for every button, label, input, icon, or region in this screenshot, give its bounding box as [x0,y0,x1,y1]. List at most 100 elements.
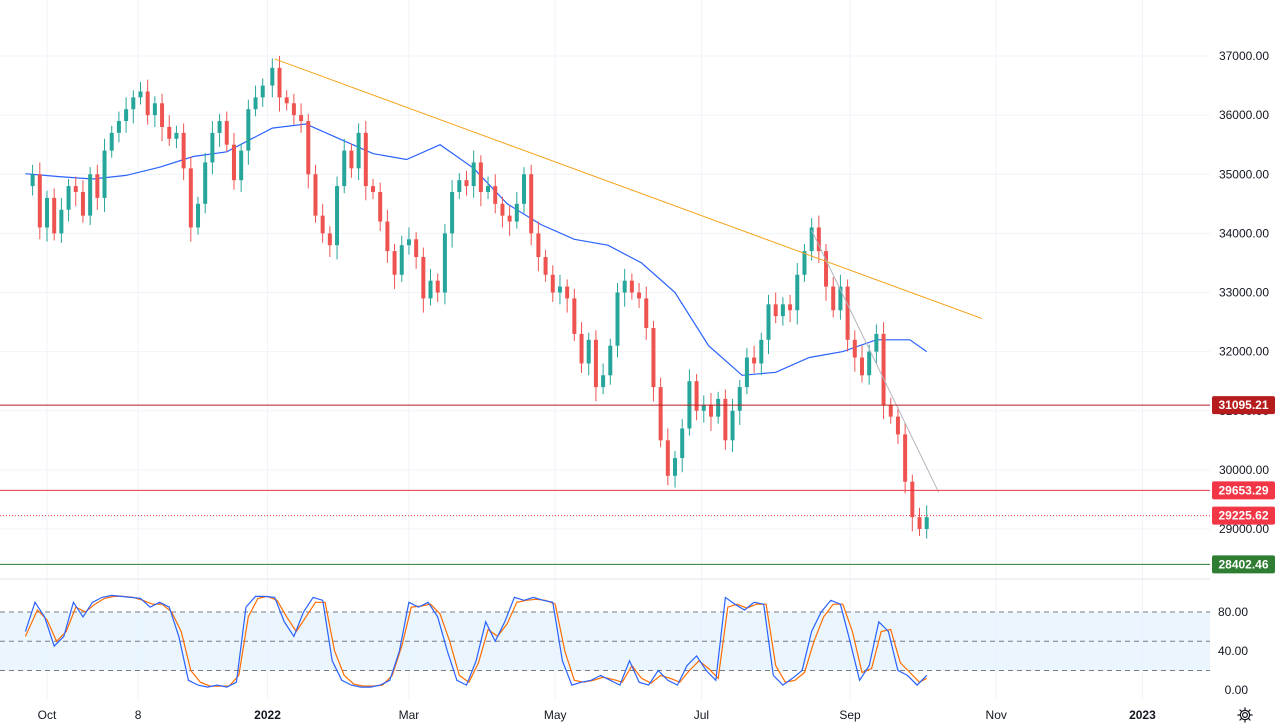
candle-body [131,97,136,110]
candle-body [231,144,236,181]
candle-body [917,517,922,529]
candle-body [637,292,642,299]
time-tick-label: Sep [839,708,861,722]
candle-body [766,304,771,340]
candle-body [924,517,929,529]
candle-body [565,286,570,299]
candle-body [349,150,354,169]
candle-body [802,251,807,275]
candle-body [435,280,440,293]
candle-body [608,345,613,376]
candle-body [486,186,491,192]
candle-body [651,327,656,388]
candle-body [428,280,433,299]
moving-average-line [25,123,928,376]
candle-body [392,251,397,275]
candle-body [795,274,800,311]
candle-body [852,339,857,358]
candle-body [45,197,49,228]
candle-body [780,304,785,317]
steep-downtrend-line [811,230,940,493]
candle-body [270,67,275,86]
candle-body [888,404,893,417]
price-grid [0,0,1210,700]
candle-body [680,428,685,459]
candle-body [385,221,390,252]
price-badge [1212,481,1275,500]
candle-body [378,191,383,222]
candle-body [320,215,325,234]
candlestick-series [30,56,929,539]
candle-body [116,121,121,133]
candle-body [500,203,505,216]
stochastic-tick-label: 40.00 [1218,644,1248,658]
time-tick-label: 2022 [254,708,281,722]
price-badge [1212,396,1275,415]
price-axis[interactable]: 37000.00 36000.00 35000.00 34000.00 33000.00… [1219,49,1269,536]
candle-body [622,280,627,293]
candle-body [37,174,42,228]
price-tick-label: 29000.00 [1219,522,1269,536]
candle-body [160,103,165,127]
candle-body [260,85,265,98]
candle-body [644,298,649,328]
candle-body [572,298,577,334]
time-tick-label: Nov [986,708,1007,722]
candle-body [88,174,93,216]
candle-body [665,440,670,476]
time-axis[interactable]: Oct 8 2022 Mar May Jul Sep Nov 2023 [38,708,1156,722]
stochastic-tick-label: 0.00 [1225,683,1249,697]
candle-body [773,304,778,317]
candle-body [536,233,541,258]
moving-average-layer [25,123,928,376]
candle-body [615,292,620,346]
candle-body [586,339,591,364]
chart-settings-button[interactable] [1234,704,1256,726]
candle-body [759,339,764,364]
price-badge-label: 29225.62 [1218,509,1268,523]
time-tick-label: Mar [399,708,420,722]
price-tick-label: 36000.00 [1219,108,1269,122]
candle-body [188,168,193,228]
candle-body [102,150,107,198]
candle-body [493,186,498,204]
candle-body [399,245,404,275]
candle-body [816,227,821,252]
candle-body [109,132,114,151]
candle-body [550,274,555,293]
candle-body [708,404,713,417]
candle-body [694,381,699,411]
stochastic-axis[interactable]: 80.00 40.00 0.00 [1218,605,1248,697]
candle-body [824,251,829,287]
price-tick-label: 34000.00 [1219,226,1269,240]
price-tick-label: 37000.00 [1219,49,1269,63]
candle-body [335,186,340,246]
candle-body [464,180,469,187]
gear-icon [1237,707,1253,723]
candle-body [406,239,411,246]
candle-body [52,197,57,234]
candle-body [529,174,534,234]
candle-body [838,286,843,311]
candle-body [442,233,447,293]
candle-body [450,191,455,234]
candle-body [80,191,85,216]
candle-body [253,97,258,110]
candle-body [356,132,361,169]
time-tick-label: 2023 [1129,708,1156,722]
candle-body [167,126,172,139]
stochastic-panel [0,594,1210,688]
candle-body [593,339,598,388]
price-badge [1212,555,1275,574]
price-badge [1212,506,1275,525]
stochastic-k-line [24,594,928,688]
candle-body [224,121,229,145]
stochastic-d-line [24,595,927,687]
candle-body [73,186,78,192]
candle-body [910,481,915,518]
candle-body [138,91,143,98]
candle-body [737,387,742,411]
price-tick-label: 30000.00 [1219,463,1269,477]
candle-body [723,398,728,441]
